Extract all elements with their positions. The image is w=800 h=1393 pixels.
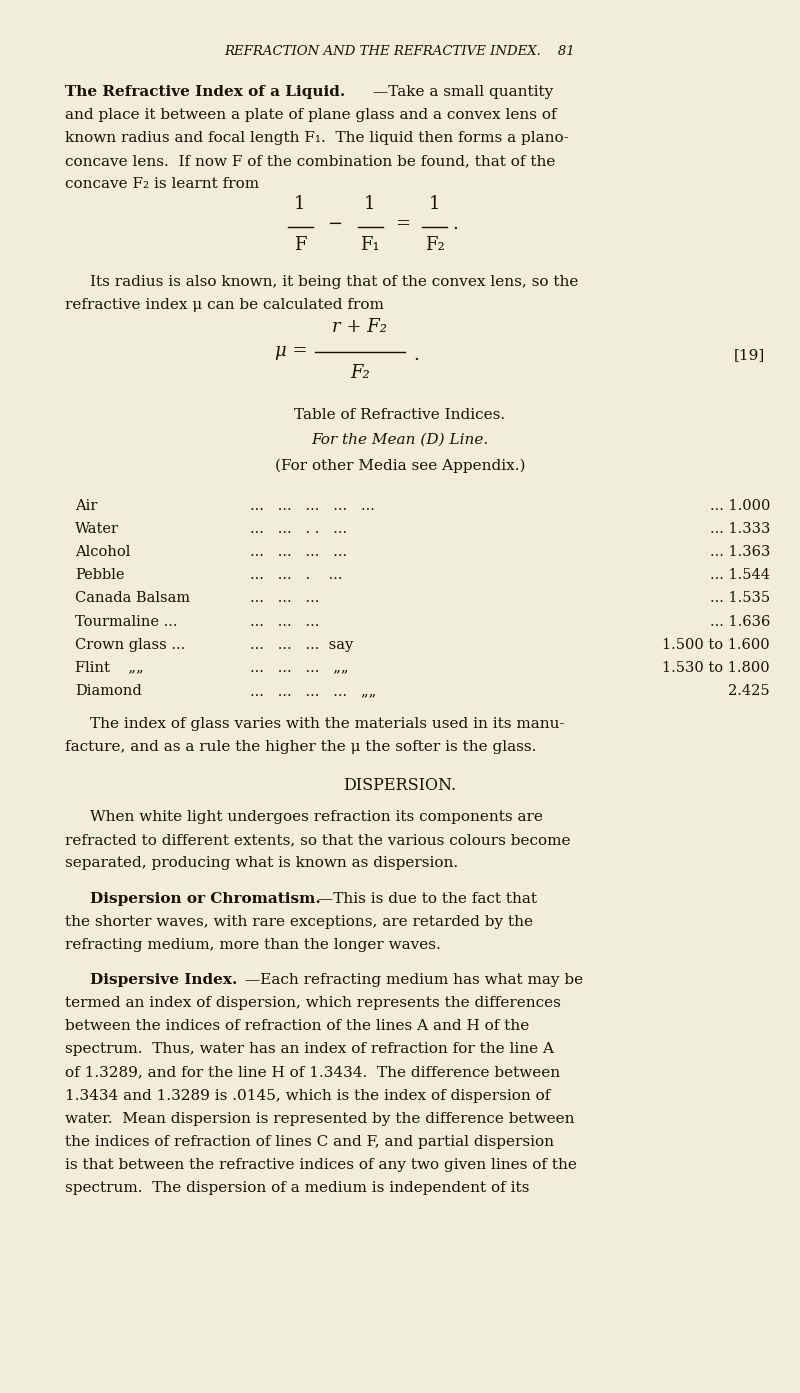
Text: ...   ...   ...: ... ... ... — [250, 614, 319, 628]
Text: refractive index μ can be calculated from: refractive index μ can be calculated fro… — [65, 298, 384, 312]
Text: Diamond: Diamond — [75, 684, 142, 698]
Text: ...   ...   . .   ...: ... ... . . ... — [250, 522, 347, 536]
Text: —Take a small quantity: —Take a small quantity — [373, 85, 554, 99]
Text: is that between the refractive indices of any two given lines of the: is that between the refractive indices o… — [65, 1158, 577, 1172]
Text: Tourmaline ...: Tourmaline ... — [75, 614, 178, 628]
Text: termed an index of dispersion, which represents the differences: termed an index of dispersion, which rep… — [65, 996, 561, 1010]
Text: F: F — [294, 235, 306, 254]
Text: (For other Media see Appendix.): (For other Media see Appendix.) — [274, 458, 526, 472]
Text: Air: Air — [75, 499, 98, 513]
Text: .: . — [413, 345, 419, 364]
Text: Table of Refractive Indices.: Table of Refractive Indices. — [294, 408, 506, 422]
Text: facture, and as a rule the higher the μ the softer is the glass.: facture, and as a rule the higher the μ … — [65, 740, 536, 754]
Text: water.  Mean dispersion is represented by the difference between: water. Mean dispersion is represented by… — [65, 1112, 574, 1126]
Text: 1: 1 — [430, 195, 441, 213]
Text: Flint    „„: Flint „„ — [75, 660, 144, 674]
Text: 1.500 to 1.600: 1.500 to 1.600 — [662, 638, 770, 652]
Text: When white light undergoes refraction its components are: When white light undergoes refraction it… — [90, 811, 543, 825]
Text: refracted to different extents, so that the various colours become: refracted to different extents, so that … — [65, 833, 570, 847]
Text: —Each refracting medium has what may be: —Each refracting medium has what may be — [245, 974, 583, 988]
Text: Its radius is also known, it being that of the convex lens, so the: Its radius is also known, it being that … — [90, 276, 578, 290]
Text: F₁: F₁ — [360, 235, 380, 254]
Text: spectrum.  The dispersion of a medium is independent of its: spectrum. The dispersion of a medium is … — [65, 1181, 530, 1195]
Text: ...   ...   ...   ...   „„: ... ... ... ... „„ — [250, 684, 376, 698]
Text: the indices of refraction of lines C and F, and partial dispersion: the indices of refraction of lines C and… — [65, 1135, 554, 1149]
Text: ...   ...   ...   ...   ...: ... ... ... ... ... — [250, 499, 375, 513]
Text: ... 1.363: ... 1.363 — [710, 545, 770, 559]
Text: 1: 1 — [294, 195, 306, 213]
Text: Dispersion or Chromatism.: Dispersion or Chromatism. — [90, 892, 321, 905]
Text: ... 1.544: ... 1.544 — [710, 568, 770, 582]
Text: spectrum.  Thus, water has an index of refraction for the line A: spectrum. Thus, water has an index of re… — [65, 1042, 554, 1056]
Text: and place it between a plate of plane glass and a convex lens of: and place it between a plate of plane gl… — [65, 109, 557, 123]
Text: .: . — [452, 215, 458, 233]
Text: 1.530 to 1.800: 1.530 to 1.800 — [662, 660, 770, 674]
Text: Canada Balsam: Canada Balsam — [75, 592, 190, 606]
Text: Water: Water — [75, 522, 119, 536]
Text: ... 1.333: ... 1.333 — [710, 522, 770, 536]
Text: ... 1.535: ... 1.535 — [710, 592, 770, 606]
Text: 1.3434 and 1.3289 is .0145, which is the index of dispersion of: 1.3434 and 1.3289 is .0145, which is the… — [65, 1088, 550, 1103]
Text: ...   ...   ...: ... ... ... — [250, 592, 319, 606]
Text: separated, producing what is known as dispersion.: separated, producing what is known as di… — [65, 857, 458, 871]
Text: known radius and focal length F₁.  The liquid then forms a plano-: known radius and focal length F₁. The li… — [65, 131, 569, 145]
Text: r + F₂: r + F₂ — [333, 318, 387, 336]
Text: F₂: F₂ — [350, 364, 370, 382]
Text: REFRACTION AND THE REFRACTIVE INDEX.    81: REFRACTION AND THE REFRACTIVE INDEX. 81 — [225, 45, 575, 59]
Text: The index of glass varies with the materials used in its manu-: The index of glass varies with the mater… — [90, 717, 565, 731]
Text: between the indices of refraction of the lines A and H of the: between the indices of refraction of the… — [65, 1020, 530, 1034]
Text: refracting medium, more than the longer waves.: refracting medium, more than the longer … — [65, 937, 441, 951]
Text: Pebble: Pebble — [75, 568, 125, 582]
Text: the shorter waves, with rare exceptions, are retarded by the: the shorter waves, with rare exceptions,… — [65, 915, 533, 929]
Text: −: − — [327, 215, 342, 233]
Text: F₂: F₂ — [425, 235, 445, 254]
Text: Dispersive Index.: Dispersive Index. — [90, 974, 238, 988]
Text: μ =: μ = — [275, 341, 308, 359]
Text: Alcohol: Alcohol — [75, 545, 130, 559]
Text: —This is due to the fact that: —This is due to the fact that — [318, 892, 537, 905]
Text: 1: 1 — [364, 195, 376, 213]
Text: concave F₂ is learnt from: concave F₂ is learnt from — [65, 177, 259, 191]
Text: Crown glass ...: Crown glass ... — [75, 638, 186, 652]
Text: 2.425: 2.425 — [728, 684, 770, 698]
Text: [19]: [19] — [734, 348, 765, 362]
Text: The Refractive Index of a Liquid.: The Refractive Index of a Liquid. — [65, 85, 346, 99]
Text: ...   ...   ...  say: ... ... ... say — [250, 638, 354, 652]
Text: ... 1.636: ... 1.636 — [710, 614, 770, 628]
Text: For the Mean (D) Line.: For the Mean (D) Line. — [311, 433, 489, 447]
Text: =: = — [395, 215, 410, 233]
Text: concave lens.  If now F of the combination be found, that of the: concave lens. If now F of the combinatio… — [65, 155, 555, 169]
Text: ... 1.000: ... 1.000 — [710, 499, 770, 513]
Text: of 1.3289, and for the line H of 1.3434.  The difference between: of 1.3289, and for the line H of 1.3434.… — [65, 1066, 560, 1080]
Text: DISPERSION.: DISPERSION. — [343, 777, 457, 794]
Text: ...   ...   ...   „„: ... ... ... „„ — [250, 660, 349, 674]
Text: ...   ...   .    ...: ... ... . ... — [250, 568, 342, 582]
Text: ...   ...   ...   ...: ... ... ... ... — [250, 545, 347, 559]
